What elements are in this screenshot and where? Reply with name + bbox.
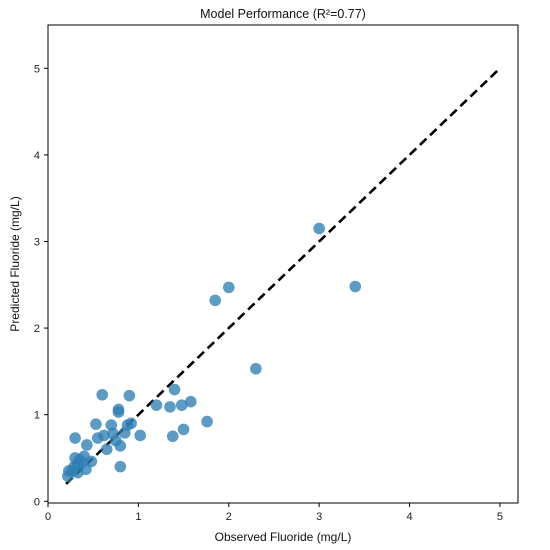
data-point — [209, 294, 222, 307]
y-axis: 0 1 2 3 4 5 — [34, 63, 48, 508]
data-point — [105, 419, 118, 431]
data-point — [114, 440, 127, 452]
y-tick-label: 3 — [34, 236, 40, 248]
chart-title: Model Performance (R²=0.77) — [200, 7, 366, 21]
data-point — [175, 399, 188, 411]
data-point — [69, 432, 81, 444]
x-axis-title: Observed Fluoride (mg/L) — [215, 530, 352, 544]
x-tick-label: 1 — [135, 511, 141, 523]
data-point — [168, 383, 181, 396]
data-point — [222, 281, 235, 294]
data-point — [164, 401, 176, 413]
data-point — [114, 460, 127, 473]
data-point — [166, 430, 179, 443]
data-point — [90, 418, 102, 430]
reference-line — [65, 67, 501, 485]
data-point — [85, 455, 98, 468]
x-axis: 0 1 2 3 4 5 — [45, 503, 503, 523]
y-tick-label: 0 — [34, 496, 40, 508]
y-tick-label: 5 — [34, 63, 40, 75]
data-point — [177, 423, 190, 436]
data-point — [250, 362, 262, 375]
y-tick-label: 1 — [34, 410, 40, 422]
data-point — [349, 280, 362, 293]
data-point — [201, 415, 213, 428]
x-tick-label: 3 — [316, 511, 322, 523]
y-tick-label: 4 — [34, 150, 40, 162]
data-point — [313, 222, 325, 235]
plot-frame — [47, 24, 519, 504]
data-point — [125, 417, 137, 430]
x-tick-label: 0 — [45, 511, 51, 523]
data-point — [100, 443, 113, 456]
data-point — [150, 399, 163, 411]
x-tick-label: 5 — [497, 511, 503, 523]
data-point — [123, 389, 136, 402]
y-tick-label: 2 — [34, 323, 40, 335]
data-point — [81, 439, 93, 451]
data-point — [134, 429, 146, 442]
data-point — [98, 429, 110, 442]
data-points — [62, 222, 362, 482]
x-tick-label: 2 — [226, 511, 232, 523]
data-point — [112, 406, 125, 418]
y-axis-title: Predicted Fluoride (mg/L) — [8, 196, 22, 331]
data-point — [96, 388, 109, 401]
data-point — [185, 395, 197, 408]
x-tick-label: 4 — [406, 511, 412, 523]
